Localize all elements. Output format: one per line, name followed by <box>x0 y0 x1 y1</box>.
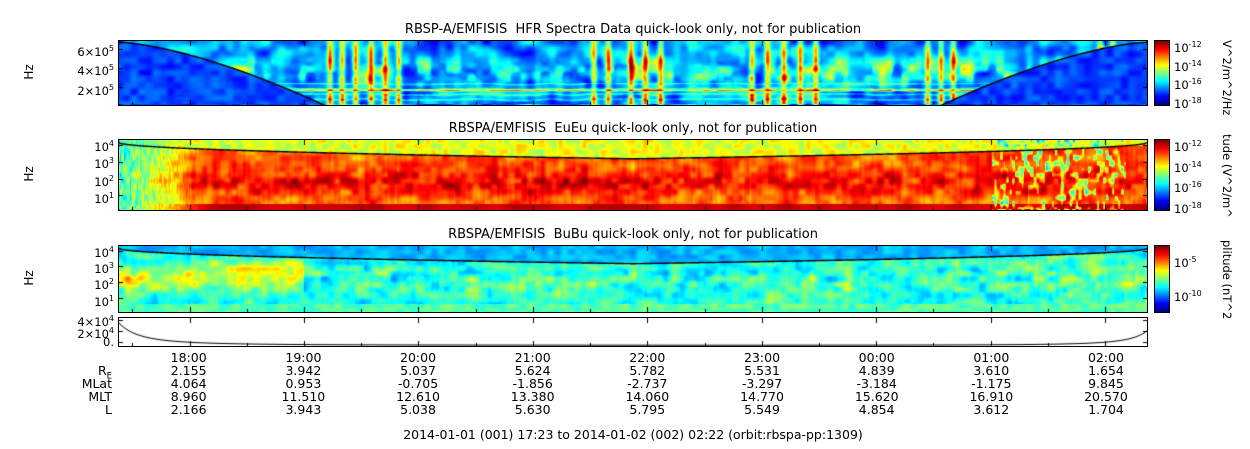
time-tick-label: 02:00 <box>1087 350 1124 365</box>
euEu-colorbar-unit: tude (V^2/m^ <box>1220 134 1234 218</box>
y-tick-label: 102 <box>94 277 114 293</box>
euEu-ylabel: Hz <box>22 166 36 182</box>
ephemeris-value: 9.845 <box>1088 376 1124 391</box>
y-tick-label: 101 <box>94 190 114 206</box>
y-tick-label: 104 <box>94 139 114 154</box>
colorbar-tick-label: 10-16 <box>1174 180 1202 195</box>
buBu-spectrogram <box>119 246 1147 312</box>
ephemeris-value: 16.910 <box>969 389 1014 404</box>
colorbar-tick-label: 10-14 <box>1174 58 1202 74</box>
y-tick-label: 4×104 <box>77 314 114 330</box>
y-tick-label: 6×105 <box>77 43 114 59</box>
ephemeris-value: 15.620 <box>854 389 899 404</box>
colorbar-tick-label: 10-12 <box>1174 39 1202 55</box>
ephemeris-value: -3.184 <box>856 376 897 391</box>
ephemeris-value: -2.737 <box>627 376 668 391</box>
ephemeris-value: 3.942 <box>285 363 322 378</box>
y-tick-label: 103 <box>94 156 114 172</box>
buBu-colorbar-unit: plitude (nT^2 <box>1220 240 1234 320</box>
ephemeris-value: 5.531 <box>744 363 780 378</box>
ephemeris-value: -0.705 <box>397 376 439 391</box>
euEu-spectrogram <box>119 140 1147 210</box>
ephemeris-value: 5.630 <box>514 402 551 417</box>
buBu-ylabel: Hz <box>22 270 36 286</box>
hfr-title: RBSP-A/EMFISIS HFR Spectra Data quick-lo… <box>404 22 862 37</box>
ephemeris-value: 12.610 <box>396 389 440 404</box>
time-tick-label: 01:00 <box>973 350 1010 365</box>
ephemeris-row-label: MLT <box>88 389 112 404</box>
time-tick-label: 23:00 <box>744 350 781 365</box>
ephemeris-value: 2.166 <box>170 402 207 417</box>
ephemeris-value: 14.060 <box>625 389 670 404</box>
ephemeris-value: 3.612 <box>973 402 1010 417</box>
colorbar-tick-label: 10-5 <box>1174 254 1197 270</box>
y-tick-label: 103 <box>94 261 114 276</box>
time-tick-label: 19:00 <box>285 350 322 365</box>
y-tick-label: 2×105 <box>77 82 114 98</box>
buBu-title: RBSPA/EMFISIS BuBu quick-look only, not … <box>448 227 818 242</box>
y-tick-label: 104 <box>94 244 114 260</box>
hfr-colorbar-unit: V^2/m^2/Hz <box>1220 40 1234 116</box>
euEu-plot-frame <box>118 139 1148 211</box>
ephemeris-value: 4.839 <box>858 363 895 378</box>
ephemeris-value: 1.654 <box>1088 363 1124 378</box>
buBu-colorbar <box>1154 245 1170 313</box>
euEu-colorbar-gradient <box>1155 140 1169 210</box>
ephemeris-value: 5.038 <box>400 402 436 417</box>
colorbar-tick-label: 10-10 <box>1174 288 1202 304</box>
ephemeris-value: 4.854 <box>858 402 895 417</box>
time-tick-label: 21:00 <box>514 350 551 365</box>
ephemeris-row-label: RE <box>97 363 112 382</box>
ephemeris-value: 14.770 <box>740 389 784 404</box>
bmag-line-plot <box>119 318 1147 346</box>
buBu-colorbar-gradient <box>1155 246 1169 312</box>
ephemeris-row-label: MLat <box>81 376 112 391</box>
ephemeris-value: 11.510 <box>281 389 326 404</box>
colorbar-tick-label: 10-16 <box>1174 77 1202 93</box>
ephemeris-value: 3.610 <box>973 363 1010 378</box>
euEu-colorbar <box>1154 139 1170 211</box>
colorbar-tick-label: 10-12 <box>1174 139 1202 154</box>
ephemeris-value: 2.155 <box>170 363 207 378</box>
y-tick-label: 101 <box>94 293 114 309</box>
ephemeris-value: 4.064 <box>170 376 207 391</box>
ephemeris-value: 13.380 <box>510 389 555 404</box>
hfr-spectrogram <box>119 41 1147 105</box>
ephemeris-value: -1.856 <box>512 376 553 391</box>
ephemeris-value: 5.795 <box>629 402 666 417</box>
ephemeris-value: 5.037 <box>400 363 436 378</box>
y-tick-label: 4×105 <box>77 62 114 78</box>
time-tick-label: 22:00 <box>629 350 666 365</box>
ephemeris-value: 5.782 <box>629 363 666 378</box>
ephemeris-value: 20.570 <box>1084 389 1128 404</box>
hfr-colorbar <box>1154 40 1170 106</box>
ephemeris-value: 0.953 <box>285 376 322 391</box>
colorbar-tick-label: 10-18 <box>1174 96 1202 112</box>
ephemeris-value: 5.624 <box>514 363 551 378</box>
hfr-colorbar-gradient <box>1155 41 1169 105</box>
hfr-plot-frame <box>118 40 1148 106</box>
ephemeris-value: -3.297 <box>741 376 783 391</box>
ephemeris-row-label: L <box>105 402 112 417</box>
y-tick-label: 2×104 <box>77 325 114 341</box>
time-tick-label: 00:00 <box>858 350 895 365</box>
figure-caption: 2014-01-01 (001) 17:23 to 2014-01-02 (00… <box>403 427 863 442</box>
euEu-title: RBSPA/EMFISIS EuEu quick-look only, not … <box>448 121 818 136</box>
ephemeris-value: 3.943 <box>285 402 322 417</box>
time-tick-label: 20:00 <box>400 350 437 365</box>
hfr-ylabel: Hz <box>22 64 36 80</box>
colorbar-tick-label: 10-14 <box>1174 159 1202 175</box>
bmag-plot-frame <box>118 317 1148 347</box>
ephemeris-value: 5.549 <box>744 402 780 417</box>
ephemeris-value: 8.960 <box>170 389 207 404</box>
y-tick-label: 0. <box>103 334 114 349</box>
buBu-plot-frame <box>118 245 1148 313</box>
y-tick-label: 102 <box>94 173 114 189</box>
time-tick-label: 18:00 <box>170 350 207 365</box>
ephemeris-value: -1.175 <box>971 376 1012 391</box>
colorbar-tick-label: 10-18 <box>1174 200 1202 216</box>
ephemeris-value: 1.704 <box>1088 402 1124 417</box>
